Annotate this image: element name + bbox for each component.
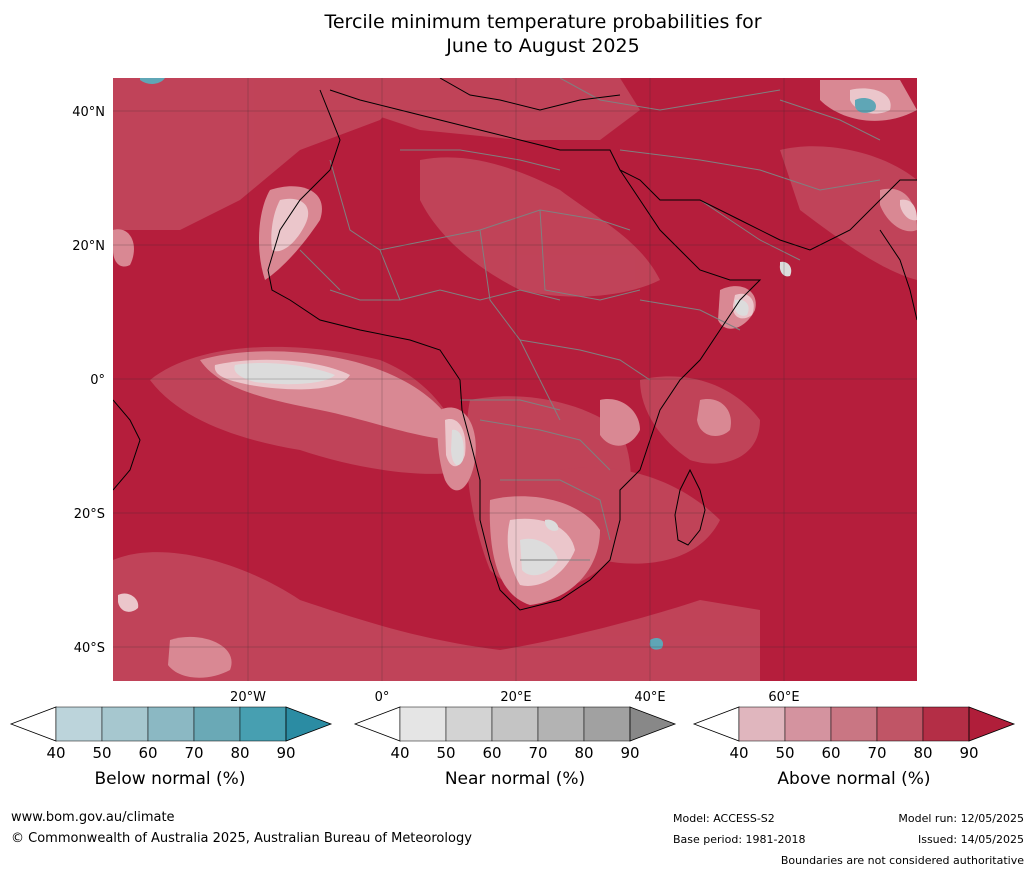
near-normal-colorbar-segment xyxy=(537,706,585,742)
lon-label-0: 0° xyxy=(375,690,390,705)
below-normal-colorbar-tick-label: 60 xyxy=(138,744,157,762)
below-normal-colorbar-tick-label: 90 xyxy=(276,744,295,762)
coastlines xyxy=(113,78,917,611)
near-normal-colorbar-tick-label: 90 xyxy=(620,744,639,762)
lon-label-40e: 40°E xyxy=(634,690,665,705)
model-run-text: Model run: 12/05/2025 xyxy=(898,812,1024,825)
below-normal-colorbar-max-extend xyxy=(285,706,333,742)
model-text: Model: ACCESS-S2 xyxy=(673,812,775,825)
latitude-labels: 40°N 20°N 0° 20°S 40°S xyxy=(72,105,105,656)
above-normal-colorbar-tick-label: 50 xyxy=(775,744,794,762)
below-normal-colorbar-tick-label: 40 xyxy=(46,744,65,762)
near-normal-colorbar-tick-label: 70 xyxy=(528,744,547,762)
above-normal-colorbar-tick-label: 80 xyxy=(913,744,932,762)
near-normal-colorbar-segment xyxy=(583,706,631,742)
colorbars: 40 50 60 70 80 90 40 50 60 70 80 90 40 50 60 70 80 90 xyxy=(9,706,1016,762)
near-normal-colorbar-tick-label: 80 xyxy=(574,744,593,762)
issued-text: Issued: 14/05/2025 xyxy=(917,833,1024,846)
below-normal-colorbar-segment xyxy=(101,706,149,742)
above-normal-colorbar: 40 50 60 70 80 90 xyxy=(692,706,1016,762)
below-normal-colorbar-segment xyxy=(239,706,287,742)
below-normal-colorbar-segment xyxy=(147,706,195,742)
near-normal-colorbar: 40 50 60 70 80 90 xyxy=(353,706,677,762)
near-normal-colorbar-max-extend xyxy=(629,706,677,742)
lat-label-20n: 20°N xyxy=(72,239,105,254)
near-normal-colorbar-segment xyxy=(491,706,539,742)
lat-label-0: 0° xyxy=(90,373,105,388)
below-normal-colorbar-segment xyxy=(55,706,103,742)
above-normal-colorbar-segment xyxy=(738,706,786,742)
above-normal-colorbar-tick-label: 70 xyxy=(867,744,886,762)
country-boundaries xyxy=(299,78,881,561)
lat-label-40n: 40°N xyxy=(72,105,105,120)
below-normal-shading xyxy=(140,78,876,650)
above-normal-colorbar-segment xyxy=(784,706,832,742)
copyright-text: © Commonwealth of Australia 2025, Austra… xyxy=(11,831,472,846)
lon-label-20e: 20°E xyxy=(500,690,531,705)
map-title: Tercile minimum temperature probabilitie… xyxy=(0,10,1035,58)
near-normal-colorbar-min-extend xyxy=(353,706,401,742)
graticule xyxy=(113,78,917,681)
below-normal-colorbar-tick-label: 70 xyxy=(184,744,203,762)
below-normal-colorbar-tick-label: 80 xyxy=(230,744,249,762)
above-normal-label: Above normal (%) xyxy=(777,769,931,789)
above-normal-colorbar-tick-label: 40 xyxy=(729,744,748,762)
above-normal-colorbar-min-extend xyxy=(692,706,740,742)
near-normal-colorbar-tick-label: 50 xyxy=(436,744,455,762)
map-area xyxy=(113,78,917,681)
title-line-1: Tercile minimum temperature probabilitie… xyxy=(324,11,762,33)
title-line-2: June to August 2025 xyxy=(446,35,640,57)
below-normal-colorbar-tick-label: 50 xyxy=(92,744,111,762)
below-normal-label: Below normal (%) xyxy=(94,769,246,789)
lat-label-40s: 40°S xyxy=(74,641,105,656)
above-normal-colorbar-max-extend xyxy=(968,706,1016,742)
below-normal-colorbar-segment xyxy=(193,706,241,742)
near-normal-colorbar-segment xyxy=(445,706,493,742)
website-text: www.bom.gov.au/climate xyxy=(11,810,175,825)
near-normal-label: Near normal (%) xyxy=(444,769,586,789)
base-period-text: Base period: 1981-2018 xyxy=(673,833,806,846)
lat-label-20s: 20°S xyxy=(74,507,105,522)
above-normal-colorbar-segment xyxy=(830,706,878,742)
above-normal-colorbar-segment xyxy=(922,706,970,742)
near-normal-colorbar-segment xyxy=(399,706,447,742)
above-normal-colorbar-tick-label: 60 xyxy=(821,744,840,762)
lon-label-60e: 60°E xyxy=(768,690,799,705)
above-normal-colorbar-segment xyxy=(876,706,924,742)
below-normal-colorbar-min-extend xyxy=(9,706,57,742)
below-normal-colorbar: 40 50 60 70 80 90 xyxy=(9,706,333,762)
near-normal-colorbar-tick-label: 40 xyxy=(390,744,409,762)
near-normal-colorbar-tick-label: 60 xyxy=(482,744,501,762)
longitude-labels: 20°W 0° 20°E 40°E 60°E xyxy=(230,690,800,705)
disclaimer-text: Boundaries are not considered authoritat… xyxy=(780,854,1024,867)
lon-label-20w: 20°W xyxy=(230,690,266,705)
above-normal-colorbar-tick-label: 90 xyxy=(959,744,978,762)
